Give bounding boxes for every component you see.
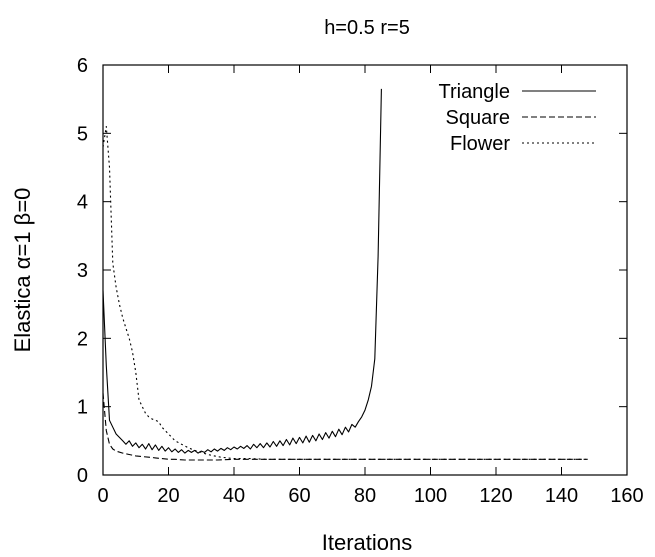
- y-tick-label: 1: [77, 397, 88, 419]
- x-tick-label: 20: [157, 485, 179, 507]
- axis-ticks: 0 20 40 60 80 100 120 140 160 0 1 2 3 4 5 6: [77, 55, 644, 507]
- chart-title: h=0.5 r=5: [324, 17, 410, 39]
- x-tick-label: 100: [414, 485, 447, 507]
- y-tick-label: 6: [77, 55, 88, 77]
- series-line-triangle: [102, 88, 382, 454]
- series-layer: [102, 88, 588, 461]
- legend-label-triangle: Triangle: [438, 81, 510, 103]
- y-tick-label: 2: [77, 328, 88, 350]
- y-tick-label: 4: [77, 192, 88, 214]
- y-tick-label: 5: [77, 123, 88, 145]
- x-axis-label: Iterations: [322, 530, 413, 555]
- y-tick-label: 3: [77, 260, 88, 282]
- x-tick-label: 80: [354, 485, 376, 507]
- x-tick-label: 140: [545, 485, 578, 507]
- x-tick-label: 120: [479, 485, 512, 507]
- x-tick-label: 60: [288, 485, 310, 507]
- x-tick-label: 40: [223, 485, 245, 507]
- plot-frame: [102, 64, 628, 476]
- y-axis-label: Elastica α=1 β=0: [10, 188, 35, 353]
- legend: Triangle Square Flower: [438, 81, 596, 155]
- x-tick-label: 0: [97, 485, 108, 507]
- y-tick-label: 0: [77, 465, 88, 487]
- series-line-flower: [102, 125, 588, 460]
- x-tick-label: 160: [610, 485, 643, 507]
- series-line-square: [102, 392, 588, 461]
- legend-label-square: Square: [446, 107, 511, 129]
- legend-label-flower: Flower: [450, 133, 510, 155]
